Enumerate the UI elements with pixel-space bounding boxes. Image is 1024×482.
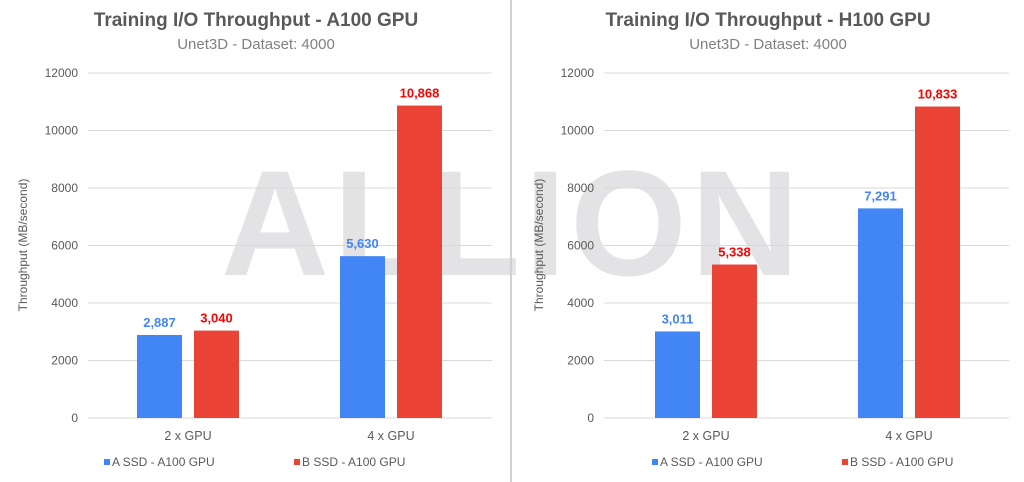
chart-title: Training I/O Throughput - H100 GPU <box>605 10 930 31</box>
legend-label: A SSD - A100 GPU <box>660 455 763 469</box>
y-tick-label: 2000 <box>567 354 594 368</box>
legend-swatch <box>294 459 300 465</box>
y-tick-label: 4000 <box>51 296 78 310</box>
data-label: 2,887 <box>143 315 176 330</box>
y-tick-label: 6000 <box>567 239 594 253</box>
x-category-label: 2 x GPU <box>682 429 729 443</box>
data-label: 5,630 <box>346 236 379 251</box>
bar-b <box>915 106 960 419</box>
y-tick-label: 10000 <box>45 124 79 138</box>
bar-a <box>655 331 700 418</box>
x-category-label: 4 x GPU <box>885 429 932 443</box>
y-tick-label: 6000 <box>51 239 78 253</box>
bar-a <box>137 334 182 418</box>
data-label: 5,338 <box>718 245 751 260</box>
legend-label: B SSD - A100 GPU <box>850 455 953 469</box>
chart-subtitle: Unet3D - Dataset: 4000 <box>689 36 847 53</box>
legend-label: B SSD - A100 GPU <box>302 455 405 469</box>
y-tick-label: 8000 <box>51 181 78 195</box>
y-tick-label: 2000 <box>51 354 78 368</box>
data-label: 3,040 <box>200 311 233 326</box>
bar-a <box>340 256 385 418</box>
x-category-label: 4 x GPU <box>367 429 414 443</box>
data-label: 3,011 <box>662 311 694 326</box>
bar-b <box>194 330 239 418</box>
legend-swatch <box>842 459 848 465</box>
y-axis-label: Throughput (MB/second) <box>16 179 30 312</box>
bar-a <box>858 208 903 418</box>
chart-title: Training I/O Throughput - A100 GPU <box>94 10 418 31</box>
bar-b <box>397 105 442 419</box>
y-tick-label: 12000 <box>561 66 595 80</box>
y-tick-label: 0 <box>587 411 594 425</box>
data-label: 7,291 <box>864 188 897 203</box>
y-tick-label: 8000 <box>567 181 594 195</box>
legend-swatch <box>104 459 110 465</box>
y-tick-label: 0 <box>71 411 78 425</box>
x-category-label: 2 x GPU <box>164 429 211 443</box>
chart-subtitle: Unet3D - Dataset: 4000 <box>177 36 335 53</box>
y-tick-label: 4000 <box>567 296 594 310</box>
y-tick-label: 12000 <box>45 66 79 80</box>
data-label: 10,868 <box>400 86 440 101</box>
y-tick-label: 10000 <box>561 124 595 138</box>
legend-label: A SSD - A100 GPU <box>112 455 215 469</box>
y-axis-label: Throughput (MB/second) <box>532 179 546 312</box>
data-label: 10,833 <box>918 87 958 102</box>
legend-swatch <box>652 459 658 465</box>
bar-b <box>712 264 757 418</box>
